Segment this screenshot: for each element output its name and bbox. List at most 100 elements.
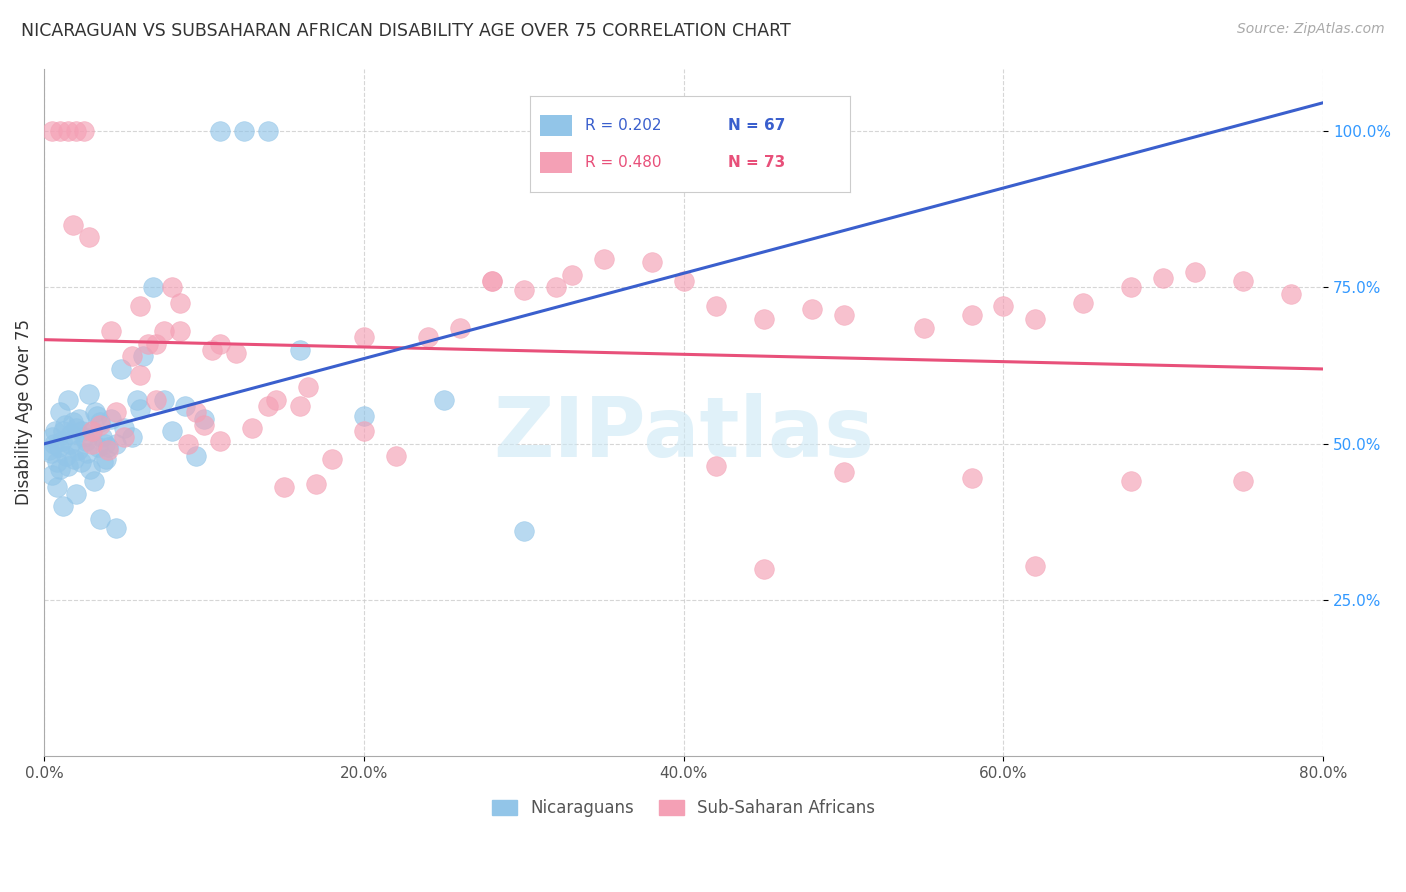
Point — [1121, 474, 1143, 488]
Point — [561, 268, 583, 282]
Point — [912, 321, 935, 335]
Point — [1232, 274, 1254, 288]
Point — [1279, 286, 1302, 301]
Point — [353, 409, 375, 423]
Point — [77, 230, 100, 244]
Point — [96, 452, 118, 467]
Point — [80, 436, 103, 450]
Point — [63, 452, 86, 467]
Point — [38, 442, 60, 457]
Point — [56, 392, 79, 407]
Point — [112, 430, 135, 444]
Point — [225, 346, 247, 360]
Point — [321, 452, 343, 467]
Point — [233, 124, 256, 138]
Y-axis label: Disability Age Over 75: Disability Age Over 75 — [15, 319, 32, 506]
Point — [62, 415, 84, 429]
Point — [44, 424, 66, 438]
Point — [60, 427, 83, 442]
Point — [51, 434, 73, 448]
Point — [49, 405, 72, 419]
Point — [513, 524, 536, 538]
Point — [297, 380, 319, 394]
Point — [79, 461, 101, 475]
Point — [160, 280, 183, 294]
Point — [208, 434, 231, 448]
Legend: Nicaraguans, Sub-Saharan Africans: Nicaraguans, Sub-Saharan Africans — [485, 792, 882, 823]
Point — [305, 477, 328, 491]
Point — [704, 458, 727, 473]
Point — [39, 446, 62, 460]
Point — [184, 449, 207, 463]
Point — [49, 461, 72, 475]
Point — [672, 274, 695, 288]
Point — [83, 474, 105, 488]
Point — [97, 440, 120, 454]
Point — [65, 421, 87, 435]
Point — [80, 424, 103, 438]
Point — [105, 405, 128, 419]
Point — [142, 280, 165, 294]
Point — [481, 274, 503, 288]
Point — [105, 436, 128, 450]
Point — [90, 430, 112, 444]
Point — [65, 124, 87, 138]
Text: ZIPatlas: ZIPatlas — [494, 392, 875, 474]
Point — [832, 309, 855, 323]
Point — [77, 386, 100, 401]
Point — [62, 218, 84, 232]
Point — [73, 124, 96, 138]
Point — [136, 336, 159, 351]
Point — [56, 458, 79, 473]
Point — [288, 343, 311, 357]
Point — [129, 402, 152, 417]
Point — [704, 299, 727, 313]
Point — [105, 521, 128, 535]
Point — [132, 349, 155, 363]
Point — [240, 421, 263, 435]
Point — [173, 399, 195, 413]
Point — [169, 324, 191, 338]
Point — [80, 424, 103, 438]
Point — [208, 336, 231, 351]
Point — [416, 330, 439, 344]
Point — [41, 124, 63, 138]
Point — [184, 405, 207, 419]
Point — [993, 299, 1015, 313]
Point — [257, 124, 280, 138]
Point — [353, 330, 375, 344]
Point — [97, 442, 120, 457]
Point — [177, 436, 200, 450]
Point — [75, 434, 97, 448]
Point — [110, 361, 132, 376]
Point — [752, 311, 775, 326]
Point — [1184, 265, 1206, 279]
Point — [94, 436, 117, 450]
Point — [264, 392, 287, 407]
Point — [1232, 474, 1254, 488]
Point — [129, 299, 152, 313]
Point — [65, 486, 87, 500]
Point — [960, 309, 983, 323]
Point — [160, 424, 183, 438]
Point — [70, 455, 93, 469]
Point — [100, 411, 122, 425]
Point — [87, 440, 110, 454]
Point — [66, 442, 89, 457]
Point — [257, 399, 280, 413]
Point — [641, 255, 664, 269]
Point — [145, 392, 167, 407]
Point — [73, 430, 96, 444]
Point — [592, 252, 614, 267]
Point — [544, 280, 567, 294]
Point — [42, 436, 65, 450]
Point — [385, 449, 408, 463]
Point — [125, 392, 148, 407]
Point — [1152, 271, 1174, 285]
Point — [41, 430, 63, 444]
Point — [1073, 296, 1095, 310]
Text: NICARAGUAN VS SUBSAHARAN AFRICAN DISABILITY AGE OVER 75 CORRELATION CHART: NICARAGUAN VS SUBSAHARAN AFRICAN DISABIL… — [21, 22, 790, 40]
Point — [800, 302, 823, 317]
Point — [56, 124, 79, 138]
Point — [433, 392, 456, 407]
